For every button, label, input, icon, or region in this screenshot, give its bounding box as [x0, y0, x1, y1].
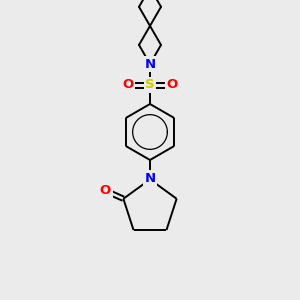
Text: N: N: [144, 58, 156, 70]
Text: O: O: [122, 79, 134, 92]
Text: O: O: [100, 184, 111, 197]
Text: S: S: [145, 79, 155, 92]
Text: O: O: [167, 79, 178, 92]
Text: N: N: [144, 172, 156, 184]
